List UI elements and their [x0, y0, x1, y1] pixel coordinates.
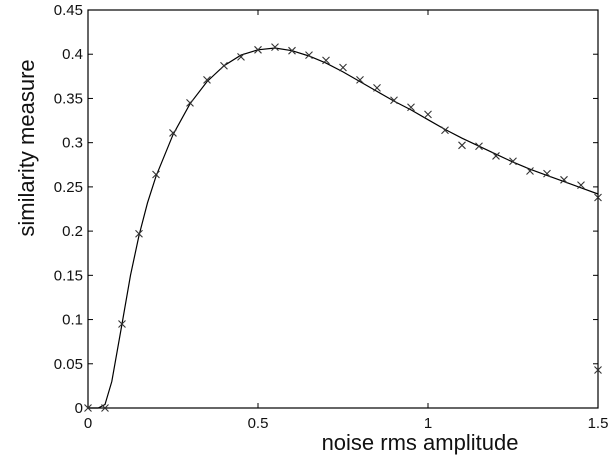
y-tick-label: 0.05 [54, 356, 83, 373]
data-point-marker [577, 181, 585, 190]
data-point-marker [288, 46, 296, 55]
y-axis-label: similarity measure [14, 59, 39, 236]
plot-area: 0 0.5 1 1.5 0 0.05 0.1 0.15 0.2 0.25 0.3 0.35 0.4 0.4… [54, 2, 609, 432]
data-point-marker [118, 320, 126, 328]
data-point-marker [441, 126, 449, 135]
data-point-marker [169, 129, 177, 137]
y-tick-label: 0.4 [62, 46, 83, 63]
data-point-marker [543, 169, 551, 178]
y-tick-label: 0.1 [62, 312, 83, 329]
y-tick-label: 0.2 [62, 223, 83, 240]
data-point-marker [594, 366, 602, 374]
x-tick-label: 0.5 [248, 415, 269, 432]
data-point-marker [101, 404, 109, 412]
data-point-marker [339, 63, 347, 72]
data-point-marker [407, 103, 415, 112]
y-tick-label: 0.25 [54, 179, 83, 196]
data-point-marker [305, 51, 313, 59]
data-point-marker [203, 75, 211, 84]
data-point-marker [220, 61, 228, 70]
data-point-marker [424, 110, 432, 119]
data-point-marker [135, 229, 143, 238]
data-point-marker [152, 170, 160, 179]
data-point-marker [390, 96, 398, 105]
data-point-marker [373, 83, 381, 92]
data-point-marker [254, 45, 262, 54]
data-point-marker [492, 152, 500, 160]
x-tick-label: 1.5 [588, 415, 609, 432]
x-tick-label: 1 [424, 415, 432, 432]
data-point-marker [594, 193, 602, 202]
fit-curve-line [88, 47, 599, 409]
data-point-marker [271, 43, 279, 52]
data-point-marker [186, 98, 194, 107]
data-point-marker [458, 141, 466, 150]
data-point-marker [509, 157, 517, 166]
x-axis-label: noise rms amplitude [322, 430, 519, 455]
data-point-marker [84, 404, 92, 412]
data-point-marker [356, 75, 364, 84]
x-tick-label: 0 [84, 415, 92, 432]
data-point-marker [322, 56, 330, 65]
y-tick-label: 0 [75, 400, 83, 417]
data-point-marker [560, 175, 568, 184]
plot-frame [87, 9, 599, 409]
data-point-marker [475, 142, 483, 151]
y-tick-label: 0.35 [54, 90, 83, 107]
y-tick-label: 0.45 [54, 2, 83, 19]
data-point-marker [526, 167, 534, 175]
data-point-marker [237, 52, 245, 61]
y-tick-label: 0.3 [62, 135, 83, 152]
y-tick-label: 0.15 [54, 267, 83, 284]
